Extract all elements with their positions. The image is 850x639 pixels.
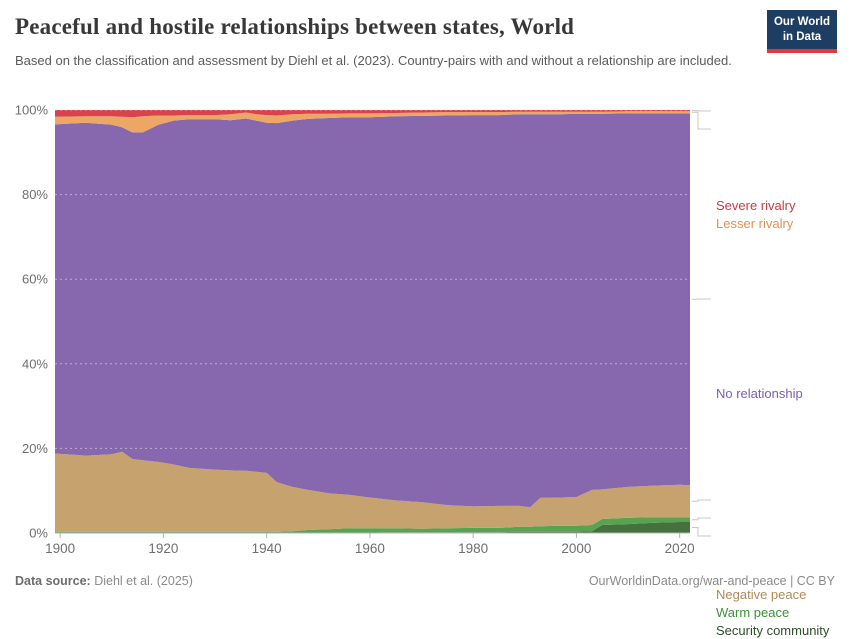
x-tick-label: 1900 [45,541,75,556]
owid-chart-page: Peaceful and hostile relationships betwe… [0,0,850,600]
y-tick-label: 100% [15,103,49,118]
y-tick-label: 20% [22,441,48,456]
y-tick-label: 0% [29,526,48,541]
page-title: Peaceful and hostile relationships betwe… [15,14,745,40]
data-source-label: Data source: [15,574,91,588]
y-tick-label: 40% [22,356,48,371]
x-tick-label: 1920 [148,541,178,556]
y-tick-label: 60% [22,272,48,287]
owid-logo-line2: in Data [769,30,835,45]
legend-label-severe-rivalry[interactable]: Severe rivalry [716,198,795,214]
stacked-area-chart: 0% 20% 40% 60% 80% 100% 1900 1920 1940 1960 1980 20… [0,95,850,570]
chart-area: 0% 20% 40% 60% 80% 100% 1900 1920 1940 1960 1980 20… [0,95,850,570]
legend-label-security-community[interactable]: Security community [716,623,829,639]
data-source: Data source: Diehl et al. (2025) [15,574,193,588]
legend-connector [692,112,711,129]
y-tick-label: 80% [22,187,48,202]
legend-connector [692,528,711,537]
x-tick-label: 1940 [252,541,282,556]
legend-connector [692,518,711,520]
x-tick-label: 2000 [561,541,591,556]
owid-logo-line1: Our World [769,15,835,30]
legend-label-lesser-rivalry[interactable]: Lesser rivalry [716,216,793,232]
legend-label-negative-peace[interactable]: Negative peace [716,587,806,603]
legend-connector [692,500,711,501]
owid-logo: Our World in Data [767,10,837,53]
credit-line: OurWorldinData.org/war-and-peace | CC BY [589,574,835,588]
x-tick-label: 2020 [665,541,695,556]
chart-footer: Data source: Diehl et al. (2025) OurWorl… [0,574,850,588]
x-tick-label: 1960 [355,541,385,556]
data-source-value: Diehl et al. (2025) [94,574,193,588]
legend-label-no-relationship[interactable]: No relationship [716,386,803,402]
chart-subtitle: Based on the classification and assessme… [15,52,760,71]
legend-label-warm-peace[interactable]: Warm peace [716,605,789,621]
x-tick-label: 1980 [458,541,488,556]
